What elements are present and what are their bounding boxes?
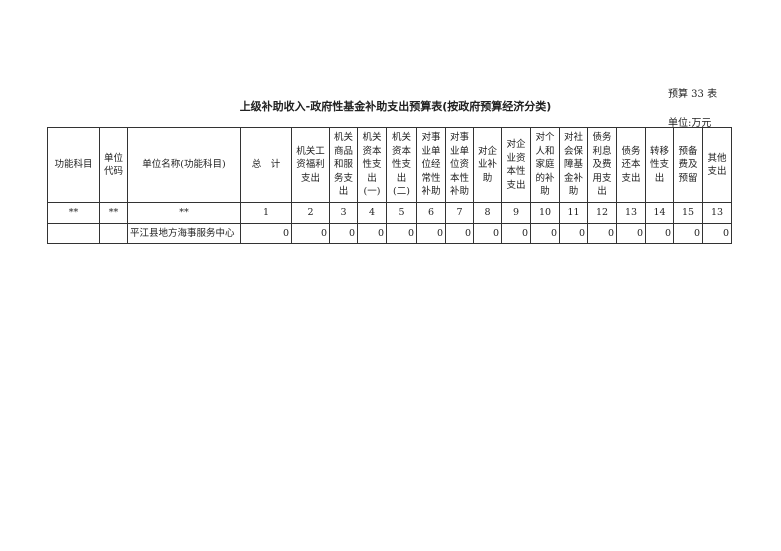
column-index: 7	[445, 202, 474, 224]
table-cell: 0	[386, 223, 417, 244]
table-cell: 0	[357, 223, 387, 244]
column-header: 机关资本性支出(一)	[357, 127, 387, 203]
table-cell: 0	[445, 223, 474, 244]
budget-table: 功能科目 单位代码 单位名称(功能科目) 总 计机关工资福利支出 机关商品和服务支出 机关…	[47, 127, 732, 244]
column-index: 15	[673, 202, 703, 224]
header-row: 功能科目 单位代码 单位名称(功能科目) 总 计机关工资福利支出 机关商品和服务支出 机关…	[47, 127, 732, 203]
column-header: 对社会保障基金补助	[559, 127, 588, 203]
column-header: 预备费及预留	[673, 127, 703, 203]
column-header: 单位名称(功能科目)	[127, 127, 241, 203]
column-header: 债务利息及费用支出	[587, 127, 617, 203]
column-index: 13	[616, 202, 646, 224]
column-header: 机关资本性支出(二)	[386, 127, 417, 203]
column-index: 2	[291, 202, 330, 224]
column-index: **	[127, 202, 241, 224]
page-title: 上级补助收入-政府性基金补助支出预算表(按政府预算经济分类)	[239, 100, 552, 113]
column-header: 转移性支出	[645, 127, 674, 203]
table-cell: 0	[416, 223, 446, 244]
column-header: 对事业单位经常性补助	[416, 127, 446, 203]
column-header: 功能科目	[47, 127, 100, 203]
table-cell: 平江县地方海事服务中心	[127, 223, 241, 244]
table-cell: 0	[673, 223, 703, 244]
column-index: 1	[240, 202, 292, 224]
table-cell	[47, 223, 100, 244]
column-header: 机关商品和服务支出	[329, 127, 358, 203]
table-cell: 0	[587, 223, 617, 244]
column-header: 其他支出	[702, 127, 732, 203]
column-index: 6	[416, 202, 446, 224]
column-index: 5	[386, 202, 417, 224]
column-header: 对事业单位资本性补助	[445, 127, 474, 203]
table-cell: 0	[530, 223, 560, 244]
table-cell: 0	[559, 223, 588, 244]
column-index: 12	[587, 202, 617, 224]
column-index: 8	[473, 202, 502, 224]
unit-label: 单位:万元	[668, 118, 712, 129]
column-index: 14	[645, 202, 674, 224]
table-cell: 0	[291, 223, 330, 244]
column-header: 对企业补助	[473, 127, 502, 203]
table-cell: 0	[473, 223, 502, 244]
index-row: ** ** ** 1 2 3 4 5 6 7 8 9 10 11 12 13 14 15 13	[47, 202, 732, 224]
table-cell: 0	[240, 223, 292, 244]
column-index: 9	[501, 202, 531, 224]
table-row: 平江县地方海事服务中心 0 0 0 0 0 0 0 0 0 0 0 0 0 0 0 0	[47, 223, 732, 244]
table-cell: 0	[501, 223, 531, 244]
column-header: 对企业资本性支出	[501, 127, 531, 203]
table-cell: 0	[329, 223, 358, 244]
column-index: **	[47, 202, 100, 224]
column-index: 10	[530, 202, 560, 224]
column-index: 3	[329, 202, 358, 224]
table-cell: 0	[616, 223, 646, 244]
table-number: 预算 33 表	[668, 89, 718, 100]
column-index: **	[99, 202, 128, 224]
column-header: 对个人和家庭的补助	[530, 127, 560, 203]
table-cell	[99, 223, 128, 244]
column-header: 机关工资福利支出	[291, 127, 330, 203]
table-cell: 0	[702, 223, 732, 244]
column-header: 单位代码	[99, 127, 128, 203]
column-index: 11	[559, 202, 588, 224]
table-cell: 0	[645, 223, 674, 244]
column-header: 总 计	[240, 127, 292, 203]
column-index: 4	[357, 202, 387, 224]
column-header: 债务还本支出	[616, 127, 646, 203]
column-index: 13	[702, 202, 732, 224]
